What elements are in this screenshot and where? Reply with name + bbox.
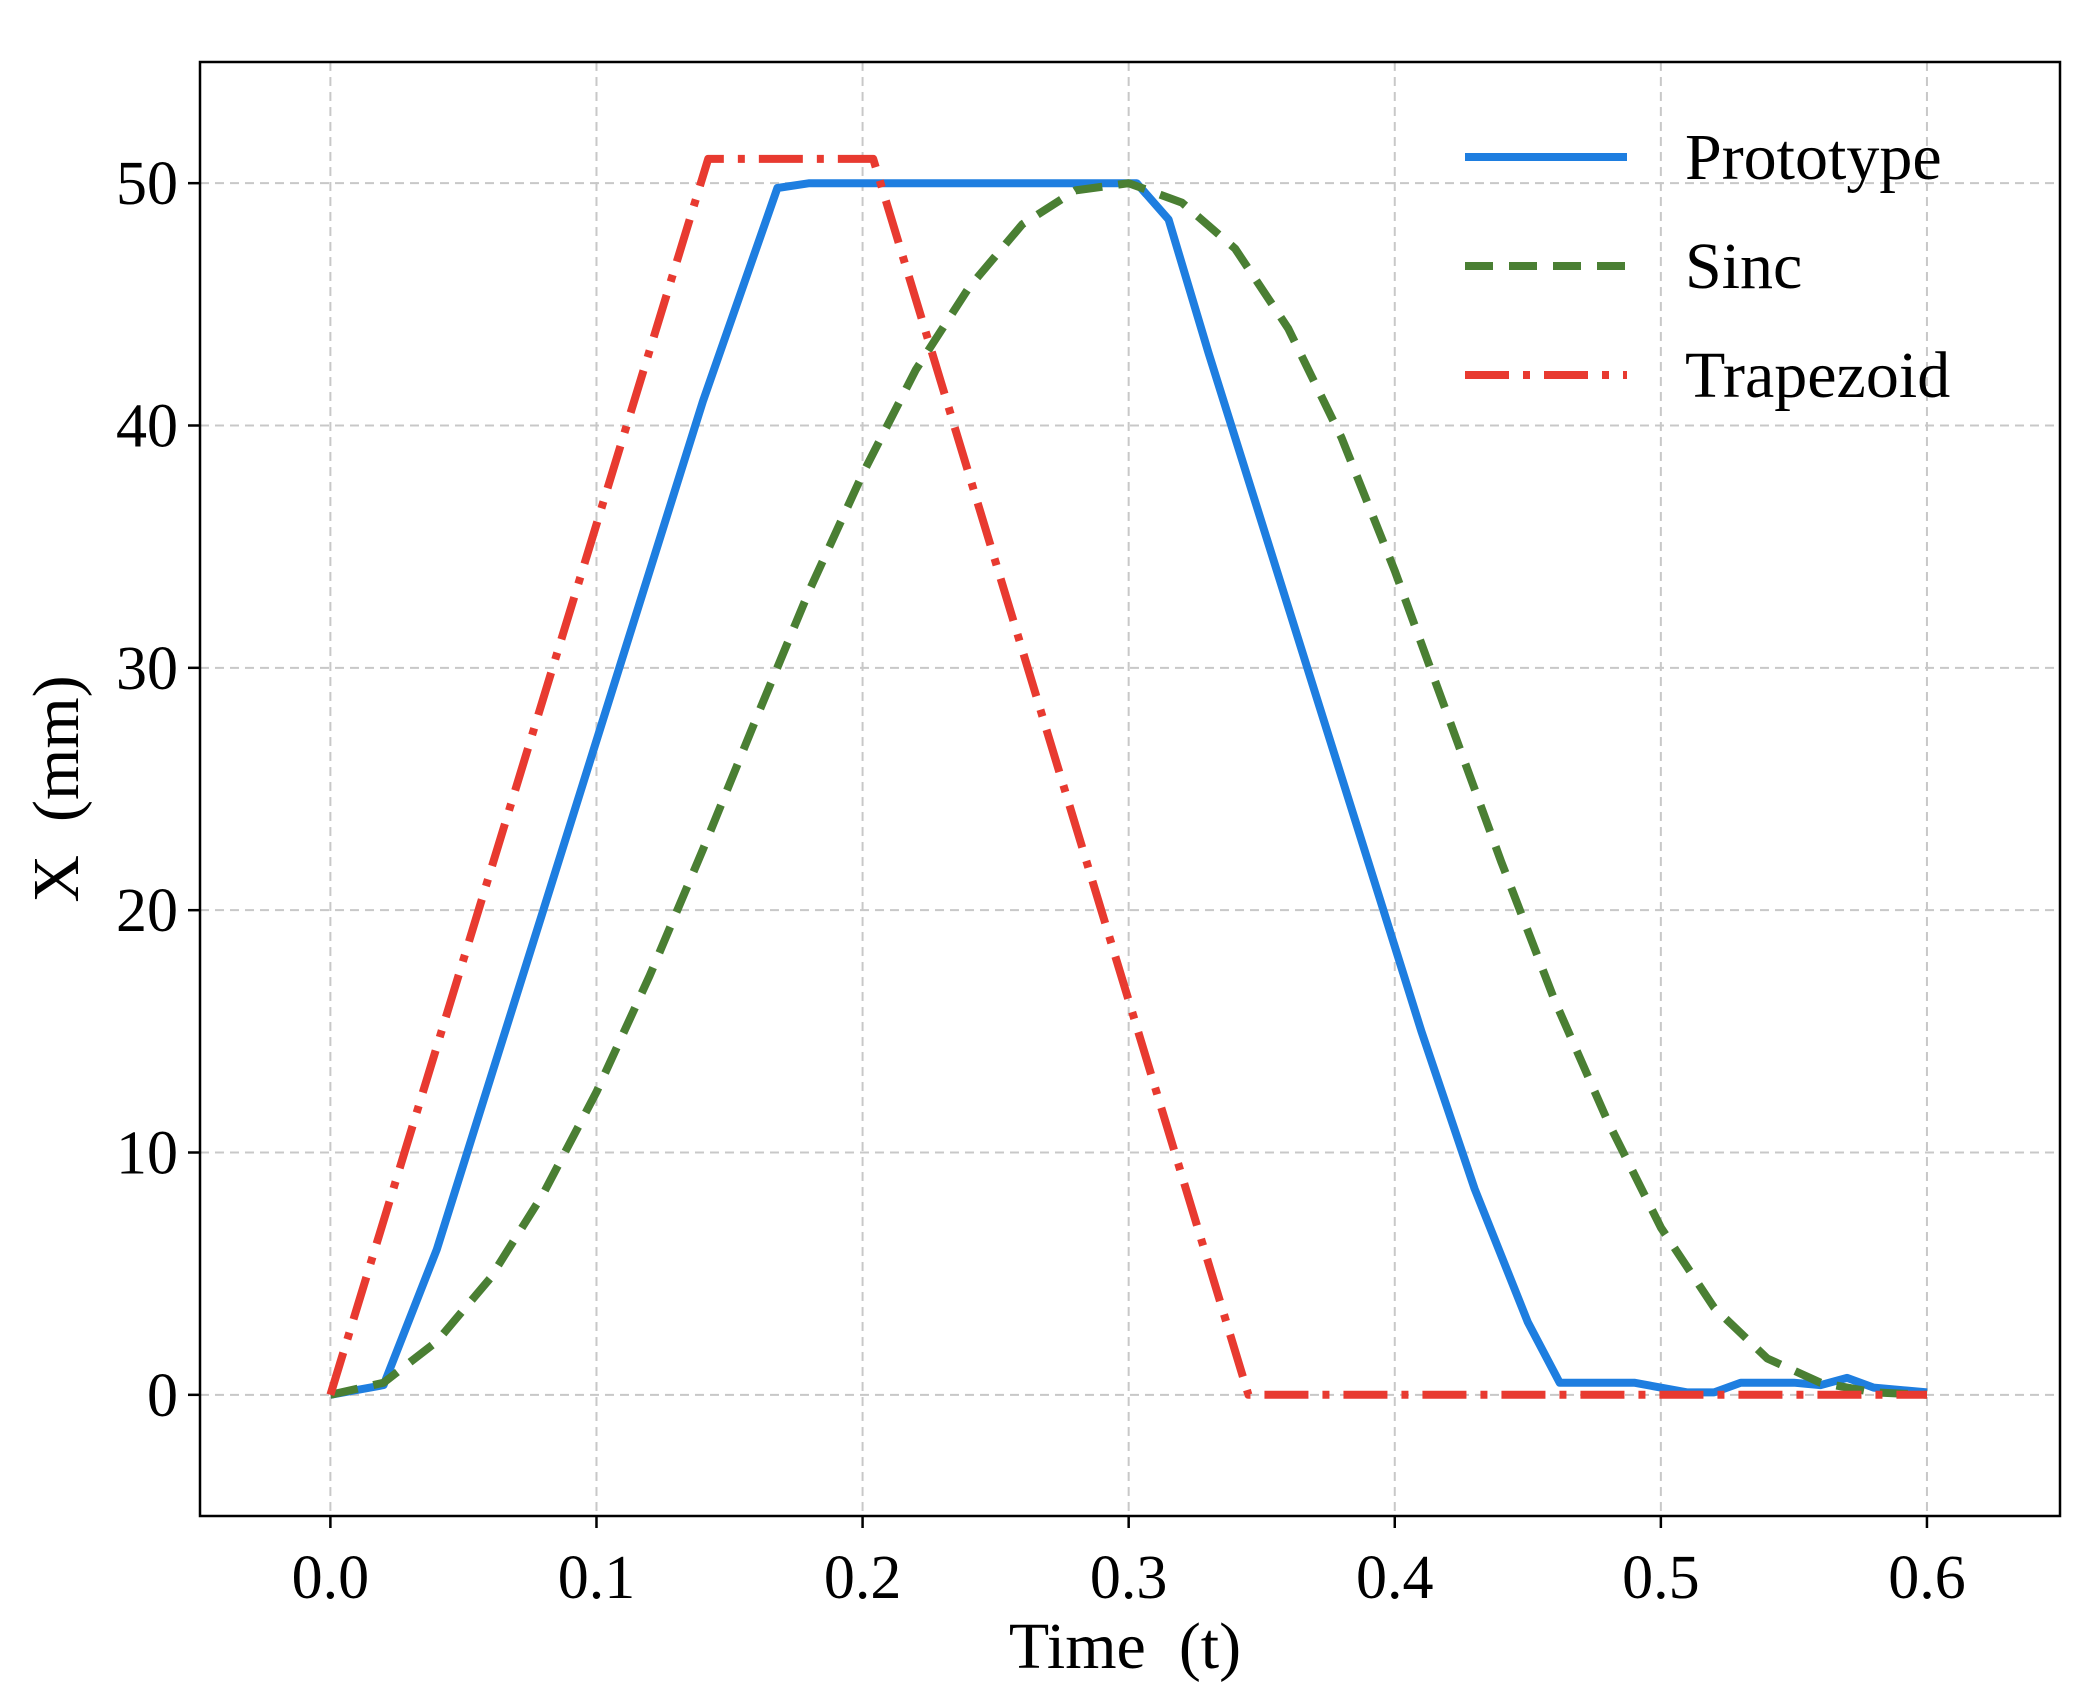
legend-label-trapezoid: Trapezoid (1685, 339, 1950, 412)
series-line-prototype (329, 179, 1928, 1399)
legend-label-prototype: Prototype (1685, 121, 1942, 194)
x-tick-label: 0.6 (1888, 1544, 1966, 1612)
y-tick-label: 40 (116, 393, 178, 461)
x-tick-label: 0.3 (1090, 1544, 1168, 1612)
y-tick-label: 50 (116, 150, 178, 218)
x-tick-label: 0.2 (824, 1544, 902, 1612)
legend: Prototype Sinc Trapezoid (1465, 121, 1950, 412)
x-tick-label: 0.5 (1622, 1544, 1700, 1612)
plot-frame (198, 60, 2062, 1518)
series-layer (326, 154, 1928, 1399)
legend-label-sinc: Sinc (1685, 230, 1802, 303)
y-tick-label: 10 (116, 1120, 178, 1188)
y-tick-label: 20 (116, 877, 178, 945)
x-tick-label: 0.0 (292, 1544, 370, 1612)
x-axis-label: Time (t) (1009, 1610, 1241, 1683)
series-line-sinc (329, 179, 1928, 1399)
y-axis-label: X (mm) (20, 675, 93, 902)
y-tick-label: 0 (147, 1362, 178, 1430)
ticks: 0.0 0.1 0.2 0.3 0.4 0.5 0.6 0 10 20 30 40 50 (116, 150, 1966, 1612)
x-tick-label: 0.1 (558, 1544, 636, 1612)
series-line-trapezoid (326, 154, 1927, 1399)
x-tick-label: 0.4 (1356, 1544, 1434, 1612)
y-tick-label: 30 (116, 635, 178, 703)
